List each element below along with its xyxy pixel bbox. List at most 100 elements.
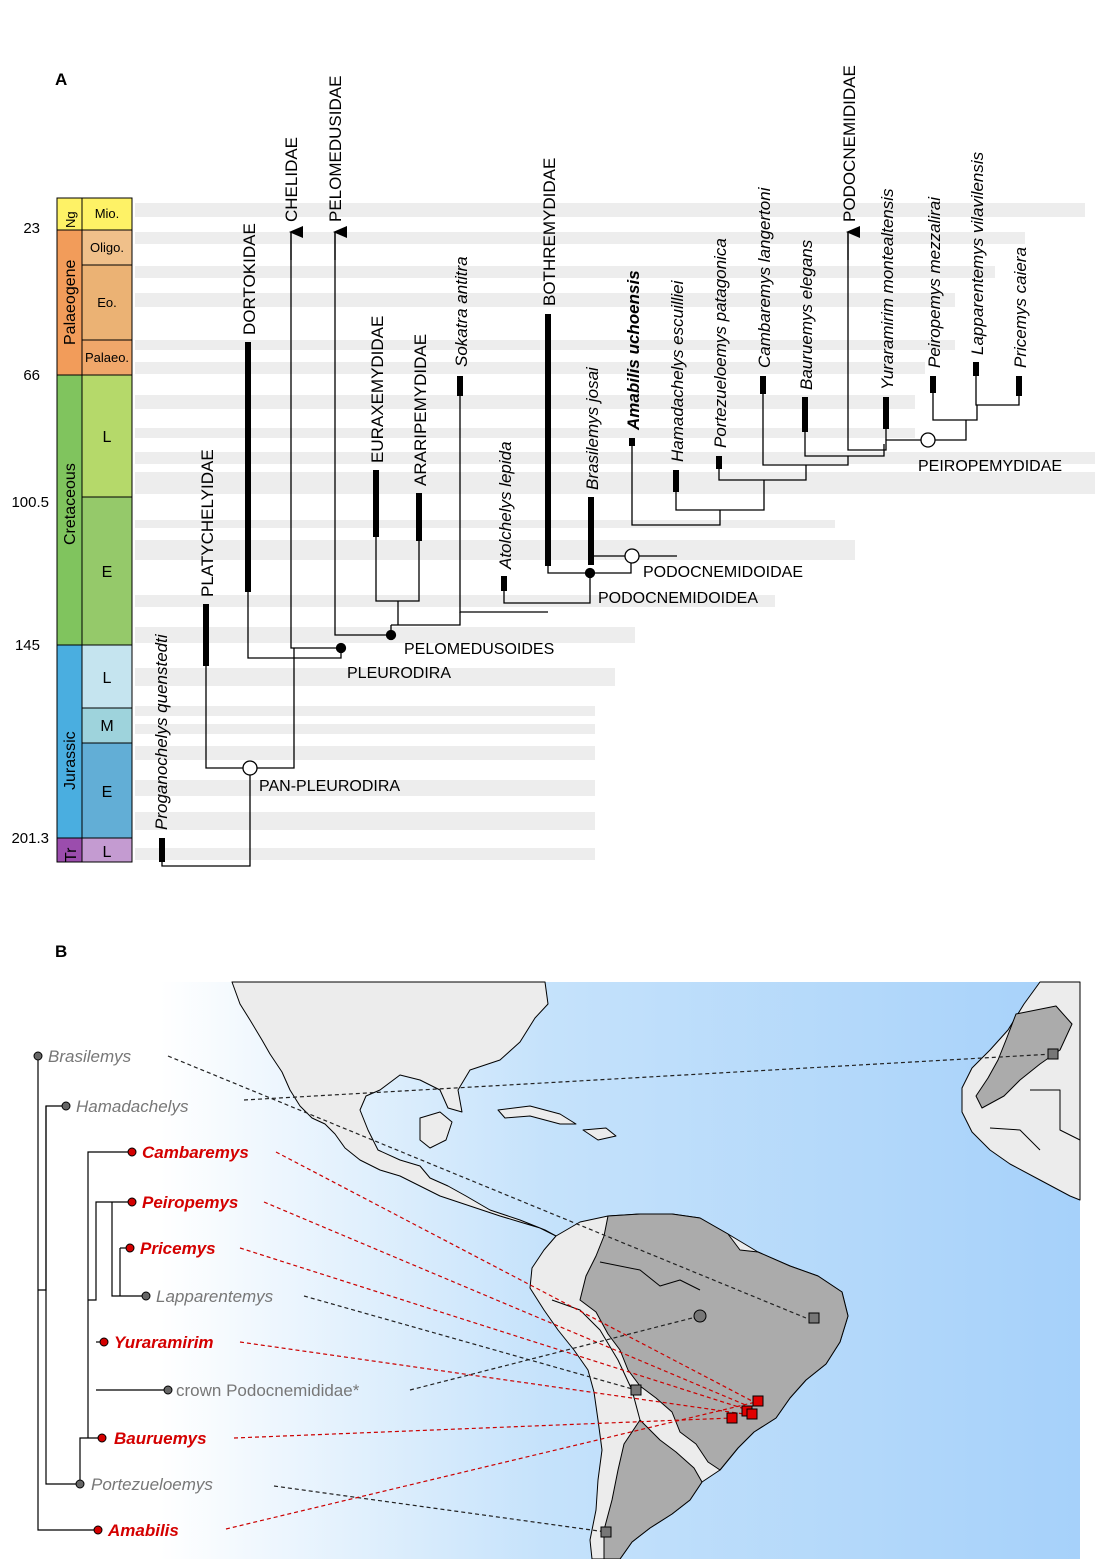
taxon-araripemydidae: ARARIPEMYDIDAE	[411, 334, 430, 486]
tree-arrows	[289, 226, 860, 260]
podocnemidoidae-node	[624, 548, 640, 564]
early-jurassic-cell	[81, 742, 133, 839]
age-23: 23	[23, 220, 40, 237]
locality-portezueloemys	[600, 1526, 612, 1538]
late-triassic-cell	[81, 837, 133, 863]
locality-lapparentemys	[630, 1384, 642, 1396]
middle-jurassic-cell	[81, 707, 133, 744]
taxon-euraxemydidae: EURAXEMYDIDAE	[368, 316, 387, 463]
map-label-bauruemys: Bauruemys	[114, 1429, 207, 1448]
andes-borders	[551, 1299, 641, 1421]
map-label-amabilis: Amabilis	[107, 1521, 179, 1540]
background-bands	[135, 203, 1095, 860]
sokatra-range	[457, 376, 463, 396]
connector-lines	[167, 1053, 1054, 1533]
panel-a-letter: A	[55, 70, 68, 89]
epoch-late-cretaceous: L	[103, 429, 112, 446]
taxon-platychelyidae: PLATYCHELYIDAE	[198, 449, 217, 597]
hamadachelys-range	[673, 470, 679, 492]
map-label-peiropemys: Peiropemys	[142, 1193, 238, 1212]
mini-tree	[37, 1056, 168, 1531]
age-100-5: 100.5	[11, 494, 49, 511]
taxon-hamadachelys: Hamadachelys escuilliei	[668, 279, 687, 462]
venezuela-border	[599, 1261, 701, 1291]
epoch-palaeocene: Palaeo.	[85, 350, 129, 365]
miocene-cell	[81, 197, 133, 231]
taxon-portezueloemys: Portezueloemys patagonica	[711, 238, 730, 448]
taxon-cambaremys: Cambaremys langertoni	[755, 186, 774, 368]
map-label-brasilemys: Brasilemys	[48, 1047, 132, 1066]
phylogeny-figure: Ng Palaeogene Cretaceous Jurassic Tr Mio…	[11, 65, 1095, 867]
amabilis-range	[629, 438, 635, 446]
node-markers	[242, 432, 936, 776]
yuraramirim-range	[883, 397, 889, 429]
taxon-podocnemididae: PODOCNEMIDIDAE	[840, 65, 859, 222]
taxon-sokatra: Sokatra antitra	[452, 256, 471, 367]
taxon-yuraramirim: Yuraramirim montealtensis	[878, 188, 897, 390]
south-america	[529, 1213, 849, 1559]
epoch-late-triassic: L	[103, 844, 112, 861]
epoch-eocene: Eo.	[97, 295, 117, 310]
morocco	[975, 1005, 1073, 1109]
pleurodira-node	[335, 642, 347, 654]
portezueloemys-range	[716, 456, 722, 469]
cuba	[497, 1105, 577, 1125]
euraxemydidae-range	[373, 470, 379, 537]
brasilemys-range	[588, 497, 594, 565]
hispaniola	[582, 1127, 617, 1141]
taxon-dortokidae: DORTOKIDAE	[240, 223, 259, 335]
taxon-pelomedusidae: PELOMEDUSIDAE	[326, 76, 345, 222]
africa-borders	[989, 1089, 1081, 1151]
pelomedusoides-node	[385, 629, 397, 641]
locality-red-2	[741, 1405, 753, 1417]
oligocene-cell	[81, 229, 133, 266]
pricemys-range	[1016, 376, 1022, 396]
locality-red-3	[746, 1408, 758, 1420]
yucatan	[419, 1111, 453, 1149]
map-label-yuraramirim: Yuraramirim	[114, 1333, 214, 1352]
taxon-bauruemys: Bauruemys elegans	[797, 239, 816, 390]
panel-b-letter: B	[55, 942, 68, 961]
epoch-miocene: Mio.	[95, 206, 120, 221]
north-america	[231, 981, 557, 1237]
taxon-pricemys: Pricemys caiera	[1011, 247, 1030, 368]
locality-crown-podocnemididae	[693, 1309, 707, 1323]
peiropemydidae-node	[920, 432, 936, 448]
mini-tree-tips	[33, 1051, 173, 1535]
period-triassic: Tr	[63, 847, 80, 862]
clade-podocnemidoidae: PODOCNEMIDOIDAE	[643, 564, 803, 581]
epoch-middle-jurassic: M	[100, 718, 113, 735]
pan-pleurodira-node	[242, 760, 258, 776]
taxon-brasilemys: Brasilemys josai	[583, 366, 602, 490]
clade-pleurodira: PLEURODIRA	[347, 665, 451, 682]
cretaceous-cell	[56, 374, 83, 646]
taxon-lapparentemys: Lapparentemys vilavilensis	[968, 151, 987, 355]
podocnemidoidea-node	[584, 567, 596, 579]
time-scale	[56, 197, 133, 863]
ocean	[160, 982, 1080, 1559]
period-palaeogene: Palaeogene	[62, 259, 79, 345]
taxon-chelidae: CHELIDAE	[282, 137, 301, 222]
late-jurassic-cell	[81, 644, 133, 709]
epoch-early-cretaceous: E	[102, 564, 113, 581]
platychelyidae-range	[203, 604, 209, 666]
map-label-hamadachelys: Hamadachelys	[76, 1097, 189, 1116]
taxon-peiropemys: Peiropemys mezzalirai	[925, 196, 944, 368]
locality-hamadachelys-ne-brazil	[808, 1312, 820, 1324]
cambaremys-range	[760, 376, 766, 394]
bothremydidae-range	[545, 314, 551, 566]
eocene-cell	[81, 264, 133, 341]
epoch-early-jurassic: E	[102, 784, 113, 801]
locality-brasilemys	[1047, 1048, 1059, 1060]
period-neogene: Ng	[63, 211, 78, 228]
range-bars	[159, 314, 1022, 862]
age-66: 66	[23, 367, 40, 384]
age-145: 145	[15, 637, 40, 654]
bauruemys-range	[802, 397, 808, 432]
clade-peiropemydidae: PEIROPEMYDIDAE	[918, 458, 1062, 475]
clade-podocnemidoidea: PODOCNEMIDOIDEA	[598, 590, 758, 607]
proganochelys-range	[159, 838, 165, 862]
araripemydidae-range	[416, 493, 422, 541]
map-label-pricemys: Pricemys	[140, 1239, 216, 1258]
early-cretaceous-cell	[81, 496, 133, 646]
